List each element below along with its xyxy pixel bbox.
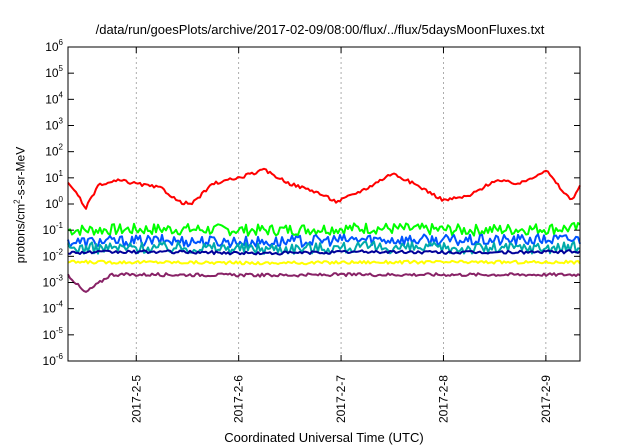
series-lines bbox=[67, 167, 581, 293]
y-tick-label: 10-4 bbox=[43, 300, 64, 316]
x-axis-label: Coordinated Universal Time (UTC) bbox=[224, 430, 424, 445]
y-tick-label: 106 bbox=[45, 38, 63, 54]
y-tick-label: 101 bbox=[45, 169, 63, 185]
y-tick-label: 102 bbox=[45, 143, 63, 159]
chart-title: /data/run/goesPlots/archive/2017-02-09/0… bbox=[95, 22, 545, 37]
plot-frame bbox=[67, 46, 581, 362]
y-tick-label: 10-5 bbox=[43, 326, 64, 342]
series-line bbox=[67, 233, 581, 249]
y-tick-label: 10-6 bbox=[43, 352, 64, 368]
x-tick-label: 2017-2-9 bbox=[539, 375, 553, 423]
axes: 10-6 10-5 10-4 10-3 10-2 10-1 100 101 102 103 104 1… bbox=[43, 38, 581, 423]
x-tick-label: 2017-2-8 bbox=[436, 375, 450, 423]
series-line bbox=[67, 249, 581, 256]
y-tick-label: 104 bbox=[45, 90, 63, 106]
y-tick-label: 100 bbox=[45, 195, 63, 211]
x-tick-label: 2017-2-7 bbox=[334, 375, 348, 423]
y-tick-label: 10-3 bbox=[43, 274, 64, 290]
series-line bbox=[67, 259, 581, 266]
y-tick-label: 105 bbox=[45, 64, 63, 80]
series-line bbox=[67, 167, 581, 210]
x-tick-label: 2017-2-5 bbox=[129, 375, 143, 423]
y-tick-label: 10-1 bbox=[43, 221, 64, 237]
series-line bbox=[67, 222, 581, 237]
y-tick-label: 10-2 bbox=[43, 247, 64, 263]
y-tick-label: 103 bbox=[45, 117, 63, 133]
series-line bbox=[67, 240, 581, 255]
x-tick-label: 2017-2-6 bbox=[232, 375, 246, 423]
grid-lines bbox=[135, 47, 547, 361]
series-line bbox=[67, 272, 581, 293]
